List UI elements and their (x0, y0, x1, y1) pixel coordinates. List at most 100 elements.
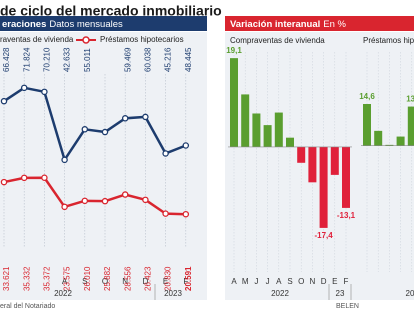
bar (385, 144, 394, 146)
x-tick-label: O (102, 277, 108, 286)
value-label: 23.575 (63, 266, 72, 291)
x-tick-label: D (143, 277, 149, 286)
x-tick-label: F (183, 277, 188, 286)
header-normal: En % (323, 19, 346, 30)
point (20, 174, 28, 182)
value-label: 66.428 (2, 47, 11, 72)
value-label: 60.038 (144, 47, 153, 72)
bar (407, 106, 414, 146)
bar (274, 112, 283, 147)
header-normal: Datos mensuales (49, 19, 123, 30)
left-panel (0, 32, 207, 300)
point (81, 126, 89, 133)
legend-label: raventas de vivienda (0, 35, 74, 44)
x-tick-label: A (62, 277, 68, 286)
credit: BELEN (336, 303, 359, 310)
value-label: -17,4 (314, 231, 333, 240)
x-group-label: 2023 (164, 289, 182, 298)
value-label: 35.332 (22, 266, 31, 291)
title: de ciclo del mercado inmobiliario (0, 3, 222, 19)
x-tick-label: N (310, 277, 316, 286)
left-header: eraciones Datos mensuales (2, 19, 123, 30)
value-label: 42.633 (63, 47, 72, 72)
point (0, 178, 8, 186)
point (61, 203, 68, 211)
value-label: 14,6 (359, 92, 375, 101)
x-tick-label: A (276, 277, 282, 286)
point (121, 191, 129, 198)
x-tick-label: E (163, 277, 168, 286)
x-group-label: 2022 (271, 289, 289, 298)
x-group-label: 20 (406, 289, 414, 298)
value-label: 19,1 (226, 46, 242, 55)
bar (252, 113, 261, 147)
value-label: 25.882 (103, 266, 112, 291)
value-label: 33.621 (2, 266, 11, 291)
x-tick-label: O (298, 277, 304, 286)
x-tick-label: S (82, 277, 87, 286)
x-tick-label: E (332, 277, 337, 286)
subchart-title: Préstamos hip (363, 36, 414, 45)
value-label: 55.011 (83, 48, 92, 72)
value-label: 13, (406, 95, 414, 104)
value-label: 26.423 (144, 266, 153, 291)
value-label: 20.830 (164, 266, 173, 291)
right-header: Variación interanual En % (230, 19, 347, 30)
legend-marker (82, 36, 90, 44)
left-header-bar (0, 16, 207, 31)
right-header-bar (225, 16, 414, 31)
point (182, 210, 190, 218)
value-label: 48.445 (184, 47, 193, 72)
point (81, 197, 89, 205)
x-group-label: 2022 (54, 289, 72, 298)
point (162, 150, 169, 157)
point (41, 174, 48, 181)
bar (297, 146, 306, 163)
legend-label: Préstamos hipotecarios (100, 35, 184, 44)
point (121, 115, 129, 122)
bar (396, 136, 405, 146)
bar (263, 125, 272, 147)
value-label: -13,1 (337, 211, 356, 220)
bar (286, 137, 294, 147)
x-tick-label: F (344, 277, 349, 286)
x-group-label: 23 (336, 289, 345, 298)
value-label: 45.216 (164, 47, 173, 72)
point (0, 97, 8, 105)
series-line (3, 86, 187, 162)
bar (230, 58, 238, 147)
point (20, 84, 28, 92)
x-tick-label: J (254, 277, 258, 286)
x-tick-label: A (231, 277, 237, 286)
point (182, 142, 190, 149)
right-panel (225, 32, 414, 300)
bar (374, 130, 383, 146)
x-tick-label: N (122, 277, 128, 286)
value-label: 71.824 (22, 47, 31, 72)
bar (330, 146, 339, 175)
point (41, 88, 48, 96)
bar (308, 146, 317, 183)
point (162, 210, 169, 217)
header-bold: Variación interanual (230, 19, 320, 30)
bar (363, 104, 371, 146)
series-line (3, 176, 186, 216)
bar (319, 146, 328, 228)
x-tick-label: J (266, 277, 270, 286)
bar (342, 146, 350, 208)
header-bold: eraciones (2, 19, 46, 30)
x-tick-label: M (242, 277, 249, 286)
value-label: 35.372 (43, 266, 52, 291)
value-label: 59.469 (123, 47, 132, 72)
point (101, 128, 109, 136)
x-tick-label: S (287, 277, 292, 286)
x-tick-label: D (321, 277, 327, 286)
value-label: 26.010 (83, 266, 92, 291)
point (142, 196, 149, 204)
value-label: 20.591 (184, 266, 193, 291)
subchart-title: Compraventas de vivienda (230, 36, 325, 45)
value-label: 28.556 (123, 266, 132, 291)
source: eral del Notariado (0, 303, 55, 310)
